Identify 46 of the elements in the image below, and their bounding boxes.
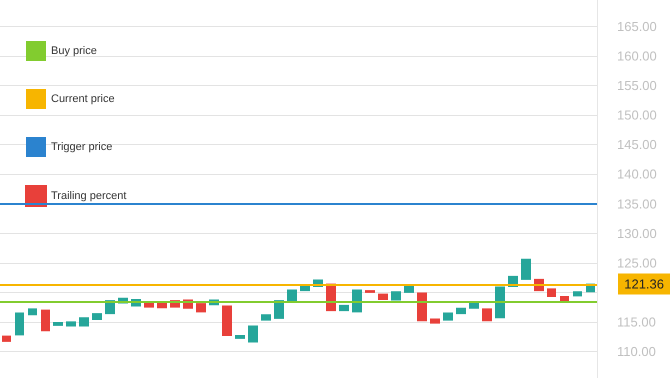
y-tick-label: 135.00: [617, 196, 657, 212]
y-tick-label: 125.00: [617, 255, 657, 270]
candlestick: [391, 291, 401, 301]
candlestick: [365, 290, 375, 293]
y-tick-label: 110.00: [617, 344, 656, 359]
candlestick: [430, 318, 440, 324]
candlestick: [41, 310, 50, 332]
candlestick: [248, 326, 258, 342]
candlestick: [235, 334, 245, 339]
candlestick: [443, 312, 453, 321]
y-tick-label: 140.00: [617, 166, 657, 182]
text: 121.36: [618, 274, 670, 294]
y-tick-label: 160.00: [617, 48, 657, 64]
legend-label: Current price: [51, 93, 115, 105]
candlestick: [15, 312, 24, 336]
candlestick: [417, 292, 427, 322]
candlestick: [482, 308, 492, 322]
legend-label: Buy price: [51, 45, 97, 57]
y-tick-label: 150.00: [617, 108, 657, 123]
y-tick-label: 115.00: [617, 314, 656, 330]
candlestick: [92, 313, 102, 320]
candlestick: [53, 322, 63, 326]
candlestick: [222, 305, 232, 336]
candlestick: [495, 286, 505, 318]
candlestick: [79, 317, 89, 327]
candlestick: [66, 321, 76, 327]
candlestick: [521, 258, 531, 280]
candlestick: [378, 294, 388, 300]
legend-label: Trigger price: [51, 141, 112, 153]
legend-label: Trailing percent: [51, 190, 126, 202]
y-tick-label: 130.00: [617, 226, 657, 241]
candlestick: [547, 288, 556, 297]
candlestick: [261, 314, 271, 321]
y-tick-label: 155.00: [617, 78, 657, 94]
y-tick-label: 145.00: [617, 137, 657, 152]
y-tick-label: 165.00: [617, 19, 657, 34]
candlestick: [573, 291, 582, 296]
candlestick: [456, 308, 466, 314]
candlestick: [339, 304, 349, 312]
candlestick: [404, 286, 414, 293]
candlestick: [300, 286, 310, 292]
candlestick: [287, 289, 297, 302]
candlestick: [28, 308, 37, 316]
candlestick: [560, 296, 569, 302]
candlestick: [196, 303, 206, 312]
candlestick: [2, 336, 11, 342]
